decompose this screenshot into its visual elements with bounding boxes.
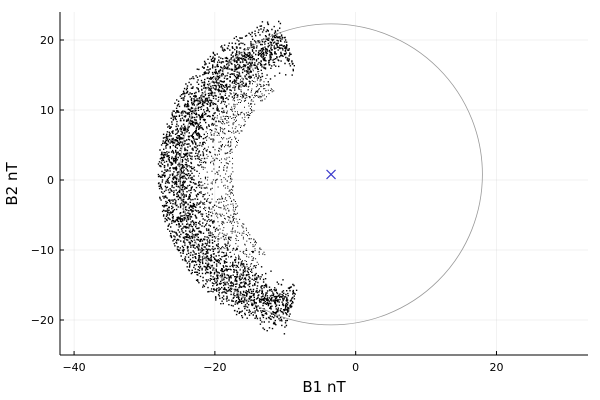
x-tick-label: 0 (352, 361, 359, 374)
y-tick-label: 10 (40, 104, 54, 117)
center-marker (326, 169, 336, 180)
y-tick-label: 20 (40, 34, 54, 47)
center-marker-stroke (326, 169, 336, 180)
reference-circle (179, 23, 483, 326)
x-tick-label: 20 (489, 361, 503, 374)
y-tick-label: −10 (31, 244, 54, 257)
y-axis-label: B2 nT (3, 162, 21, 206)
data-band-layer (157, 20, 298, 335)
labels-layer: B1 nT B2 nT −40 −20 0 20 −20 −10 0 10 20 (3, 34, 503, 396)
grid-layer (60, 12, 588, 355)
x-tick-label: −20 (203, 361, 226, 374)
x-axis-label: B1 nT (302, 378, 346, 396)
data-points (157, 20, 298, 335)
overlay-layer (179, 23, 483, 326)
axes-layer (59, 12, 588, 356)
x-tick-label: −40 (62, 361, 85, 374)
y-tick-label: 0 (47, 174, 54, 187)
y-tick-label: −20 (31, 314, 54, 327)
